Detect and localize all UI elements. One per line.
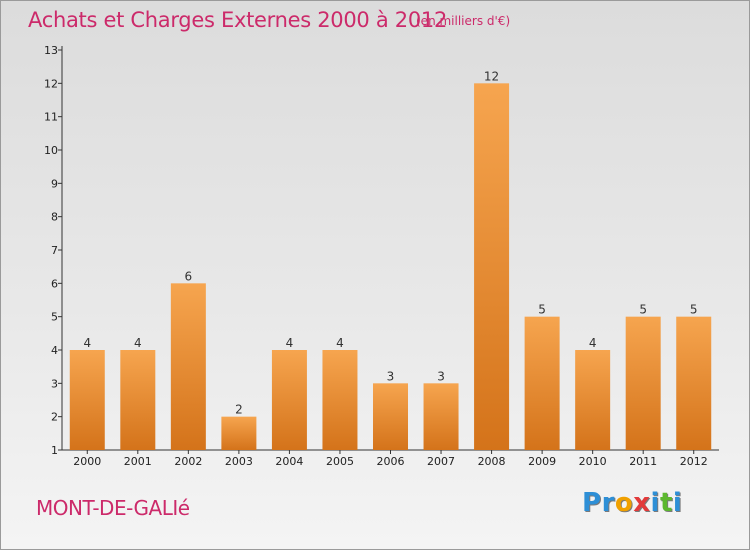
logo-letter: o [614, 488, 634, 518]
bar-value-label: 4 [336, 336, 344, 350]
chart-bars [69, 83, 712, 450]
bar-value-label: 3 [437, 369, 445, 383]
bar-value-label: 4 [134, 336, 142, 350]
bar-value-label: 12 [484, 69, 499, 83]
x-tick-label: 2012 [680, 455, 708, 468]
bar-value-label: 4 [83, 336, 91, 350]
bar [69, 350, 105, 450]
bar-value-label: 6 [185, 269, 193, 283]
x-tick-label: 2004 [275, 455, 303, 468]
x-tick-label: 2006 [377, 455, 405, 468]
y-tick-label: 8 [51, 211, 58, 224]
bar [170, 283, 206, 450]
x-tick-label: 2001 [124, 455, 152, 468]
unit-note: (en milliers d'€) [416, 14, 511, 28]
logo-letter: x [633, 488, 651, 518]
bar [373, 383, 408, 450]
bar-value-label: 3 [387, 369, 395, 383]
y-tick-label: 11 [44, 111, 58, 124]
y-tick-label: 3 [51, 377, 58, 390]
bar-value-label: 5 [639, 303, 647, 317]
x-tick-label: 2008 [478, 455, 506, 468]
chart-labels: 4 2000 4 2001 6 2002 2 2003 4 2004 4 2005 3 2006 3 2007… [73, 69, 707, 468]
bar-value-label: 5 [690, 303, 698, 317]
y-tick-label: 5 [51, 311, 58, 324]
y-tick-label: 9 [51, 177, 58, 190]
bar [271, 350, 307, 450]
x-tick-label: 2011 [629, 455, 657, 468]
y-tick-label: 13 [44, 44, 58, 57]
logo-letter: i [672, 488, 683, 518]
proxiti-logo[interactable]: Proxiti [582, 488, 682, 518]
bar [322, 350, 358, 450]
x-tick-label: 2000 [73, 455, 101, 468]
bar-value-label: 5 [538, 303, 546, 317]
bar [221, 416, 257, 450]
bar-value-label: 4 [589, 336, 597, 350]
x-tick-label: 2003 [225, 455, 253, 468]
bar [524, 316, 560, 450]
x-tick-label: 2007 [427, 455, 455, 468]
logo-letter: i [650, 488, 660, 518]
y-tick-label: 7 [51, 244, 58, 257]
bar-value-label: 2 [235, 403, 243, 417]
x-tick-label: 2002 [174, 455, 202, 468]
y-tick-label: 12 [44, 77, 58, 90]
bar [676, 316, 712, 450]
x-tick-label: 2009 [528, 455, 556, 468]
y-tick-label: 2 [51, 411, 58, 424]
bar [423, 383, 459, 450]
y-tick-label: 10 [44, 144, 58, 157]
y-tick-label: 6 [51, 277, 58, 290]
commune-name: MONT-DE-GALIé [36, 496, 190, 520]
bar [120, 350, 156, 450]
chart-title: Achats et Charges Externes 2000 à 2012 [28, 8, 448, 32]
x-tick-label: 2010 [579, 455, 607, 468]
logo-letter: t [659, 488, 673, 518]
y-tick-label: 4 [51, 344, 58, 357]
bar [474, 83, 510, 450]
logo-letter: P [582, 488, 602, 518]
x-tick-label: 2005 [326, 455, 354, 468]
bar-value-label: 4 [286, 336, 294, 350]
logo-letter: r [601, 488, 615, 518]
y-tick-label: 1 [51, 444, 58, 457]
bar [575, 350, 611, 450]
bar [625, 316, 661, 450]
